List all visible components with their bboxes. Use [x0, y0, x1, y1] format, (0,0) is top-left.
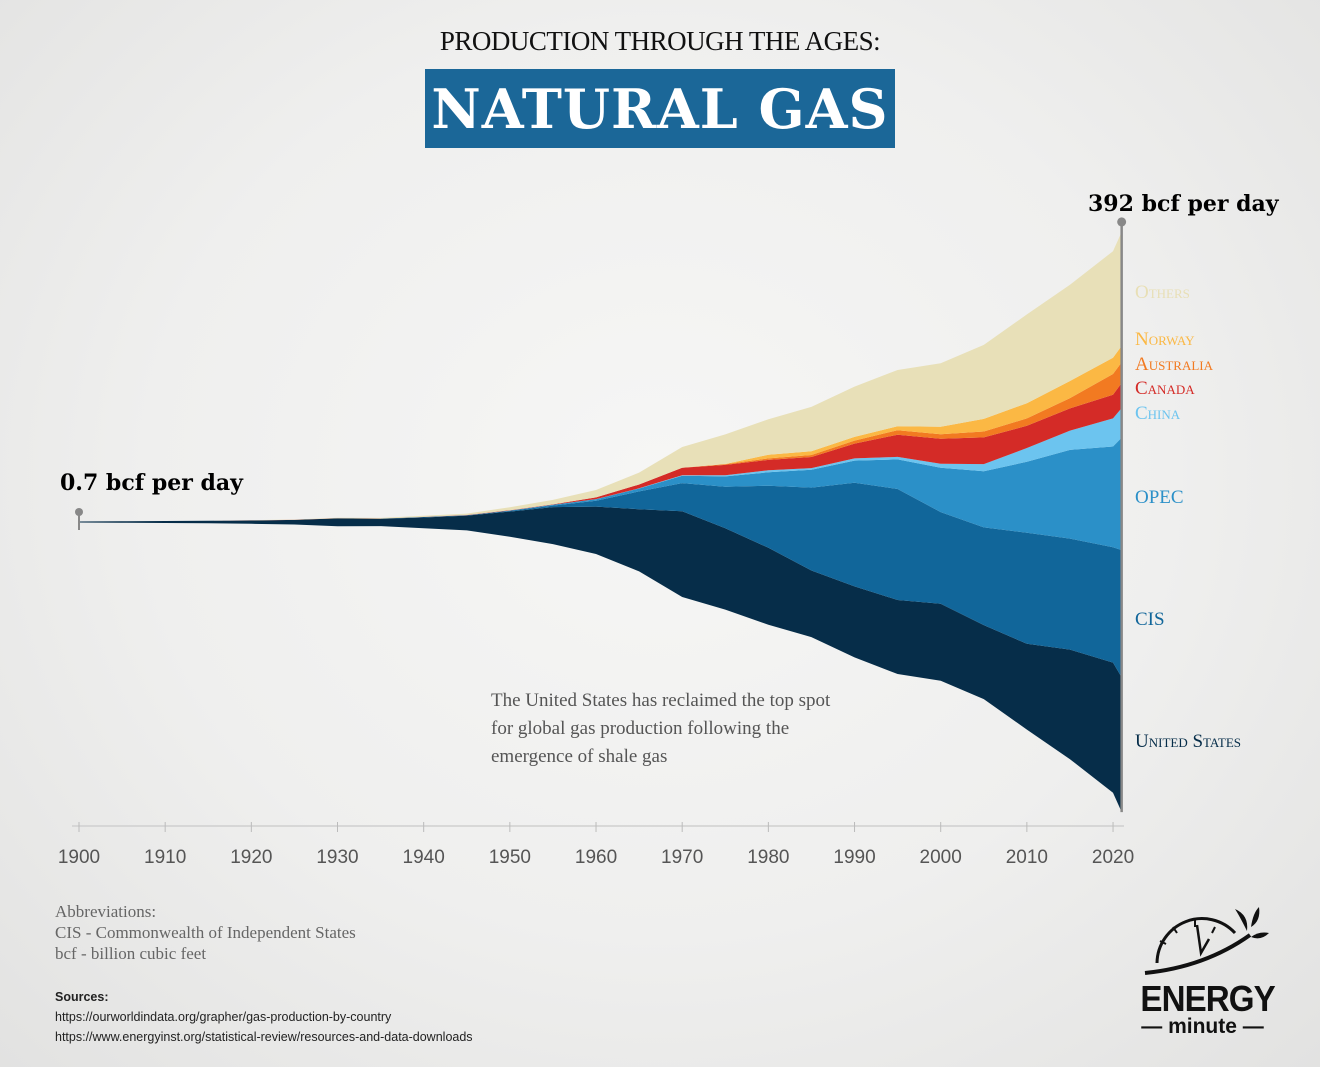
x-tick-label: 1900 [58, 847, 100, 868]
sources: Sources: https://ourworldindata.org/grap… [55, 987, 473, 1047]
x-tick-label: 1950 [489, 847, 531, 868]
area-canada [79, 382, 1122, 522]
source-link[interactable]: https://www.energyinst.org/statistical-r… [55, 1030, 473, 1044]
x-tick-label: 2000 [920, 847, 962, 868]
start-marker-dot [75, 508, 83, 516]
page-title: NATURAL GAS [431, 76, 889, 141]
x-tick-label: 1990 [833, 847, 875, 868]
x-tick-label: 1930 [316, 847, 358, 868]
x-tick-label: 2020 [1092, 847, 1134, 868]
abbreviations-title: Abbreviations: [55, 902, 157, 921]
label-cis: CIS [1135, 609, 1165, 630]
start-callout: 0.7 bcf per day [60, 470, 244, 496]
abbreviations: Abbreviations: CIS - Commonwealth of Ind… [55, 901, 356, 964]
x-tick-label: 1980 [747, 847, 789, 868]
supertitle: PRODUCTION THROUGH THE AGES: [439, 26, 881, 56]
energy-minute-logo: ENERGY — minute — [1135, 905, 1276, 1038]
source-link[interactable]: https://ourworldindata.org/grapher/gas-p… [55, 1010, 392, 1024]
x-tick-label: 2010 [1006, 847, 1048, 868]
logo-brand: ENERGY [1140, 978, 1275, 1019]
area-united-states [79, 506, 1122, 813]
end-marker-dot [1117, 217, 1127, 227]
x-tick-label: 1920 [230, 847, 272, 868]
abbreviation-bcf: bcf - billion cubic feet [55, 944, 207, 963]
x-tick-label: 1940 [403, 847, 445, 868]
logo-sub: — minute — [1141, 1015, 1264, 1038]
area-others [79, 231, 1122, 522]
label-others: Others [1135, 282, 1190, 303]
label-opec: OPEC [1135, 487, 1184, 508]
streamgraph-chart: 1900 1910 1920 1930 1940 1950 1960 1970 1980 1990… [58, 191, 1280, 868]
x-tick-label: 1970 [661, 847, 703, 868]
clock-leaf-icon [1144, 907, 1269, 975]
sources-title: Sources: [55, 990, 109, 1004]
label-norway: Norway [1135, 329, 1195, 350]
label-china: China [1135, 403, 1181, 424]
x-tick-label: 1960 [575, 847, 617, 868]
abbreviation-cis: CIS - Commonwealth of Independent States [55, 923, 356, 942]
title-banner: NATURAL GAS [425, 69, 895, 148]
chart-annotation: The United States has reclaimed the top … [491, 690, 831, 767]
area-opec [79, 437, 1122, 551]
area-cis [79, 482, 1122, 678]
label-australia: Australia [1135, 354, 1214, 375]
x-tick-label: 1910 [144, 847, 186, 868]
end-callout: 392 bcf per day [1088, 191, 1280, 217]
label-canada: Canada [1135, 378, 1195, 399]
label-us: United States [1135, 731, 1241, 752]
